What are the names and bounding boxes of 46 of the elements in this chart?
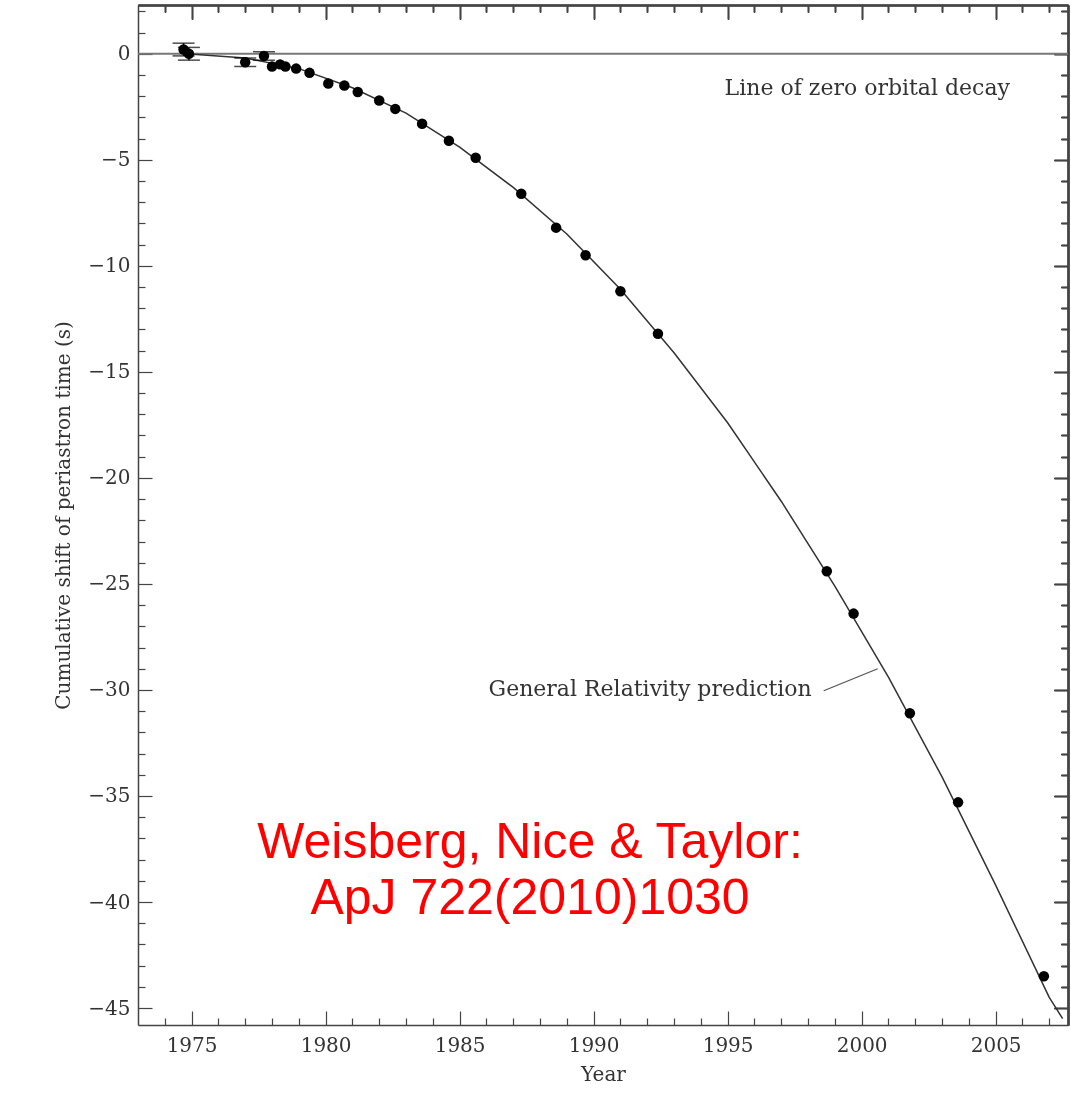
x-tick-label: 1985 [434,1032,486,1057]
point [1038,970,1050,982]
y-tick-label: −30 [88,677,131,702]
y-axis-title: Cumulative shift of periastron time (s) [51,321,76,710]
point [339,80,350,91]
x-tick-label: 1980 [300,1032,352,1057]
point [239,57,251,68]
y-tick-label: −15 [88,359,131,384]
y-tick-label: 0 [117,41,131,66]
x-tick-label: 2005 [970,1032,1022,1057]
x-tick-label: 2000 [836,1032,888,1057]
point [390,103,401,115]
point [323,78,334,89]
annotation: Weisberg, Nice & Taylor: ApJ 722(2010)1030 [257,813,803,925]
point [615,286,626,297]
y-tick-label: −25 [88,571,131,596]
point [258,50,270,62]
point [280,61,291,72]
point [373,95,385,106]
point [416,118,428,129]
point [652,328,664,339]
x-axis-title: Year [580,1061,627,1086]
point [821,565,833,577]
y-tick-label: −20 [88,465,131,490]
point [183,48,195,60]
x-tick-label: 1990 [568,1032,620,1057]
point [580,250,591,261]
point [304,67,315,79]
ref-line-label: Line of zero orbital decay [724,74,1011,100]
point [352,86,364,98]
point [470,152,481,163]
y-tick-label: −35 [88,783,131,808]
y-tick-label: −45 [88,995,131,1020]
annotation: General Relativity prediction [488,675,812,701]
point [550,222,562,233]
x-tick-label: 1975 [166,1032,218,1057]
x-tick-label: 1995 [702,1032,754,1057]
point [952,797,964,808]
point [848,608,859,619]
point [443,135,455,146]
point [516,188,527,199]
y-tick-label: −10 [88,253,131,278]
y-tick-label: −5 [101,147,131,172]
point [904,708,916,719]
point [290,63,302,74]
y-tick-label: −40 [88,889,131,914]
